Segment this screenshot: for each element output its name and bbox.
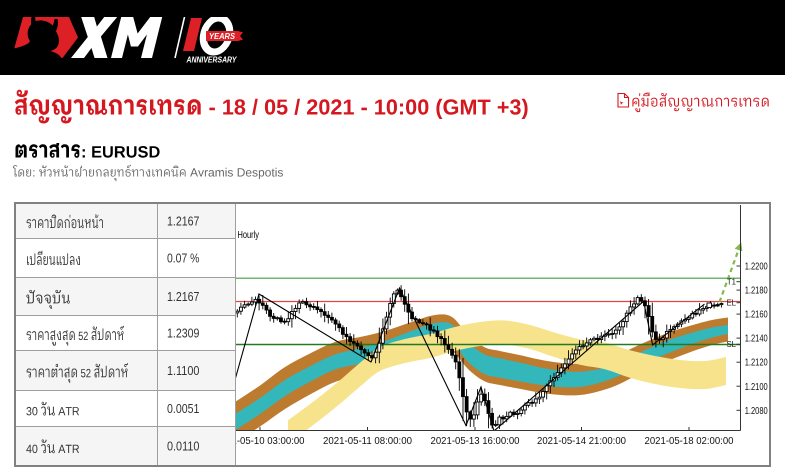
svg-text:2021-05-13 16:00:00: 2021-05-13 16:00:00 [431, 435, 520, 447]
svg-text:T1: T1 [727, 278, 736, 287]
svg-text:1.1100: 1.1100 [167, 363, 199, 378]
svg-text:Hourly: Hourly [238, 230, 260, 241]
svg-text:SL: SL [726, 340, 736, 349]
svg-text:1.2167: 1.2167 [167, 214, 199, 229]
svg-text:1.2080: 1.2080 [745, 406, 768, 417]
svg-text:0.0051: 0.0051 [167, 401, 199, 416]
svg-text:1.2120: 1.2120 [745, 358, 768, 369]
svg-text:2021-05-10 03:00:00: 2021-05-10 03:00:00 [236, 435, 305, 447]
svg-text:0.07 %: 0.07 % [167, 251, 200, 266]
svg-text:1.2200: 1.2200 [745, 262, 768, 273]
svg-text:1.2309: 1.2309 [167, 326, 199, 341]
svg-text:1.2167: 1.2167 [167, 289, 199, 304]
svg-text:2021-05-14 21:00:00: 2021-05-14 21:00:00 [537, 435, 626, 447]
svg-text:YEARS: YEARS [209, 31, 236, 40]
svg-text:EL: EL [726, 299, 736, 308]
svg-text:2021-05-11 08:00:00: 2021-05-11 08:00:00 [323, 435, 412, 447]
svg-text:1.2180: 1.2180 [745, 286, 768, 297]
svg-text:1.2100: 1.2100 [745, 382, 768, 393]
svg-text:1.2160: 1.2160 [745, 310, 768, 321]
svg-text:2021-05-18 02:00:00: 2021-05-18 02:00:00 [645, 435, 734, 447]
svg-text:ANNIVERSARY: ANNIVERSARY [186, 54, 238, 64]
svg-text:0.0110: 0.0110 [167, 439, 199, 454]
svg-text:1.2140: 1.2140 [745, 334, 768, 345]
